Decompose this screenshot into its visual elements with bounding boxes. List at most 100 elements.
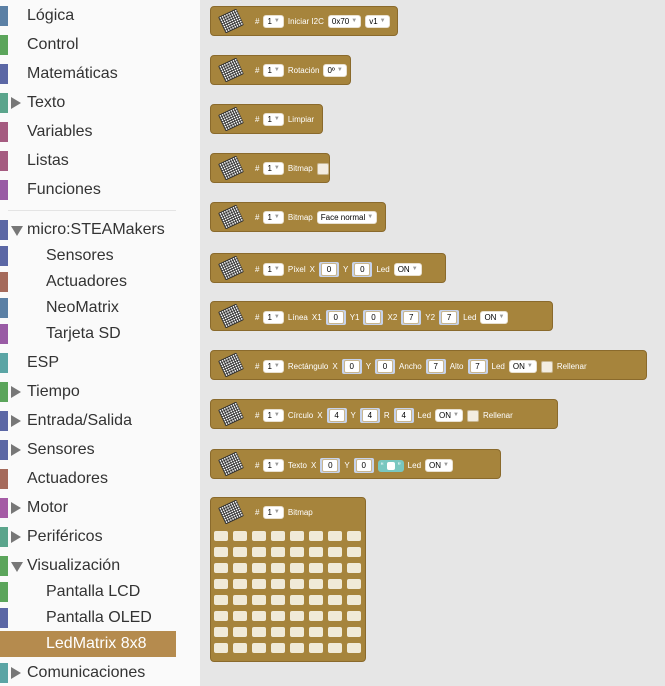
category-funciones[interactable]: Funciones	[0, 177, 200, 203]
bitmap-cell-checkbox[interactable]	[309, 531, 323, 541]
block-bitmap-input[interactable]: # 1 ▼ Bitmap	[210, 153, 330, 183]
y1-input[interactable]: 0	[363, 310, 384, 325]
bitmap-cell-checkbox[interactable]	[271, 627, 285, 637]
bitmap-cell-checkbox[interactable]	[233, 547, 247, 557]
bitmap-cell-checkbox[interactable]	[214, 643, 228, 653]
bitmap-cell-checkbox[interactable]	[328, 547, 342, 557]
matrix-number-dropdown[interactable]: 1 ▼	[263, 162, 284, 175]
bitmap-cell-checkbox[interactable]	[271, 547, 285, 557]
bitmap-cell-checkbox[interactable]	[252, 531, 266, 541]
bitmap-cell-checkbox[interactable]	[290, 563, 304, 573]
category-texto[interactable]: Texto	[0, 90, 200, 116]
bitmap-cell-checkbox[interactable]	[309, 579, 323, 589]
bitmap-cell-checkbox[interactable]	[328, 563, 342, 573]
x-input[interactable]: 0	[319, 262, 339, 277]
bitmap-cell-checkbox[interactable]	[252, 595, 266, 605]
blocks-workspace[interactable]: # 1 ▼ Iniciar I2C 0x70 ▼ v1 ▼ # 1 ▼ Rotación…	[200, 0, 665, 686]
led-dropdown[interactable]: ON ▼	[508, 360, 537, 373]
y-input[interactable]: 0	[375, 359, 396, 374]
category-neomatrix[interactable]: NeoMatrix	[0, 295, 200, 321]
bitmap-cell-checkbox[interactable]	[290, 643, 304, 653]
matrix-number-dropdown[interactable]: 1 ▼	[263, 263, 284, 276]
bitmap-cell-checkbox[interactable]	[347, 611, 361, 621]
fill-checkbox[interactable]	[466, 409, 479, 422]
bitmap-cell-checkbox[interactable]	[214, 531, 228, 541]
matrix-number-dropdown[interactable]: 1 ▼	[263, 113, 284, 126]
bitmap-cell-checkbox[interactable]	[328, 611, 342, 621]
category-actuadores[interactable]: Actuadores	[0, 269, 200, 295]
expand-down-arrow-icon[interactable]	[11, 226, 23, 236]
matrix-number-dropdown[interactable]: 1 ▼	[263, 506, 284, 519]
bitmap-cell-checkbox[interactable]	[252, 611, 266, 621]
x2-input[interactable]: 7	[401, 310, 422, 325]
bitmap-cell-checkbox[interactable]	[309, 595, 323, 605]
bitmap-cell-checkbox[interactable]	[328, 627, 342, 637]
category-esp[interactable]: ESP	[0, 350, 200, 376]
block-init-i2c[interactable]: # 1 ▼ Iniciar I2C 0x70 ▼ v1 ▼	[210, 6, 398, 36]
category-pantalla-lcd[interactable]: Pantalla LCD	[0, 579, 200, 605]
bitmap-cell-checkbox[interactable]	[233, 563, 247, 573]
category-sensores[interactable]: Sensores	[0, 243, 200, 269]
bitmap-cell-checkbox[interactable]	[271, 643, 285, 653]
led-dropdown[interactable]: ON ▼	[480, 311, 509, 324]
bitmap-cell-checkbox[interactable]	[347, 547, 361, 557]
expand-right-arrow-icon[interactable]	[11, 97, 21, 109]
bitmap-cell-checkbox[interactable]	[309, 643, 323, 653]
rotation-dropdown[interactable]: 0º ▼	[323, 64, 347, 77]
led-dropdown[interactable]: ON ▼	[393, 263, 422, 276]
category-visualizaci-n[interactable]: Visualización	[0, 553, 200, 579]
bitmap-cell-checkbox[interactable]	[328, 595, 342, 605]
expand-right-arrow-icon[interactable]	[11, 667, 21, 679]
block-clear[interactable]: # 1 ▼ Limpiar	[210, 104, 323, 134]
expand-down-arrow-icon[interactable]	[11, 562, 23, 572]
bitmap-cell-checkbox[interactable]	[271, 531, 285, 541]
bitmap-cell-checkbox[interactable]	[328, 643, 342, 653]
category-ledmatrix-8x8[interactable]: LedMatrix 8x8	[0, 631, 176, 657]
bitmap-input-socket[interactable]	[316, 162, 329, 175]
block-text[interactable]: # 1 ▼ Texto X 0 Y 0 “” Led ON ▼	[210, 449, 501, 479]
matrix-number-dropdown[interactable]: 1 ▼	[263, 409, 284, 422]
bitmap-face-dropdown[interactable]: Face normal ▼	[316, 211, 378, 224]
bitmap-cell-checkbox[interactable]	[214, 611, 228, 621]
matrix-number-dropdown[interactable]: 1 ▼	[263, 64, 284, 77]
category-matem-ticas[interactable]: Matemáticas	[0, 61, 200, 87]
block-circle[interactable]: # 1 ▼ Círculo X 4 Y 4 R 4 Led ON ▼ Rellena…	[210, 399, 558, 429]
category-perif-ricos[interactable]: Periféricos	[0, 524, 200, 550]
block-bitmap-grid[interactable]: # 1 ▼ Bitmap	[210, 497, 366, 662]
bitmap-cell-checkbox[interactable]	[347, 595, 361, 605]
bitmap-cell-checkbox[interactable]	[233, 595, 247, 605]
height-input[interactable]: 7	[467, 359, 488, 374]
category-micro-steamakers[interactable]: micro:STEAMakers	[0, 217, 200, 243]
expand-right-arrow-icon[interactable]	[11, 502, 21, 514]
category-tarjeta-sd[interactable]: Tarjeta SD	[0, 321, 200, 347]
bitmap-cell-checkbox[interactable]	[347, 563, 361, 573]
category-entrada-salida[interactable]: Entrada/Salida	[0, 408, 200, 434]
radius-input[interactable]: 4	[393, 408, 414, 423]
category-sensores[interactable]: Sensores	[0, 437, 200, 463]
fill-checkbox[interactable]	[540, 360, 553, 373]
bitmap-cell-checkbox[interactable]	[252, 563, 266, 573]
led-dropdown[interactable]: ON ▼	[425, 459, 453, 472]
bitmap-cell-checkbox[interactable]	[271, 595, 285, 605]
expand-right-arrow-icon[interactable]	[11, 415, 21, 427]
y-input[interactable]: 4	[359, 408, 380, 423]
x-input[interactable]: 0	[341, 359, 362, 374]
matrix-number-dropdown[interactable]: 1 ▼	[263, 459, 284, 472]
text-value-field[interactable]	[386, 461, 395, 470]
category-pantalla-oled[interactable]: Pantalla OLED	[0, 605, 200, 631]
text-literal-block[interactable]: “”	[377, 459, 404, 472]
block-bitmap-face[interactable]: # 1 ▼ Bitmap Face normal ▼	[210, 202, 386, 232]
bitmap-cell-checkbox[interactable]	[309, 627, 323, 637]
category-variables[interactable]: Variables	[0, 119, 200, 145]
bitmap-cell-checkbox[interactable]	[252, 627, 266, 637]
y2-input[interactable]: 7	[439, 310, 460, 325]
bitmap-cell-checkbox[interactable]	[252, 547, 266, 557]
bitmap-cell-checkbox[interactable]	[347, 531, 361, 541]
bitmap-cell-checkbox[interactable]	[214, 547, 228, 557]
bitmap-cell-checkbox[interactable]	[290, 579, 304, 589]
matrix-number-dropdown[interactable]: 1 ▼	[263, 15, 284, 28]
led-dropdown[interactable]: ON ▼	[435, 409, 463, 422]
y-input[interactable]: 0	[352, 262, 373, 277]
bitmap-cell-checkbox[interactable]	[309, 563, 323, 573]
category-l-gica[interactable]: Lógica	[0, 3, 200, 29]
